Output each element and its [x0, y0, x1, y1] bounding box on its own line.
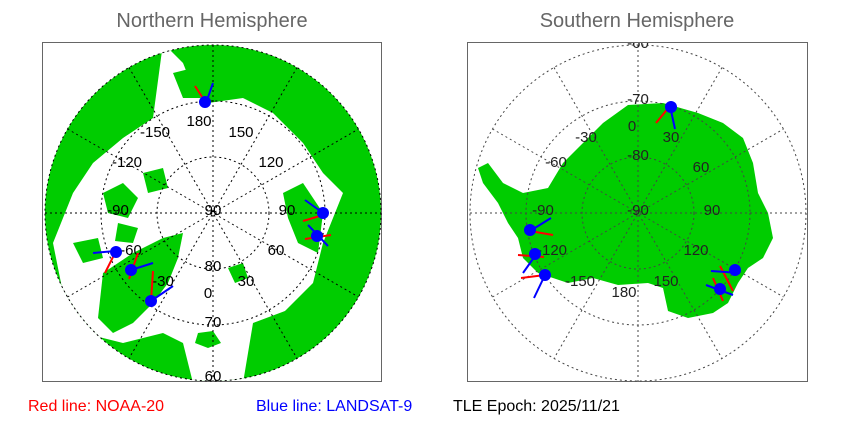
svg-text:60: 60 — [205, 368, 222, 383]
svg-text:90: 90 — [279, 202, 296, 219]
pass-marker — [517, 248, 545, 274]
svg-text:180: 180 — [611, 284, 636, 301]
svg-text:80: 80 — [205, 258, 222, 275]
svg-text:-150: -150 — [565, 273, 595, 290]
pass-marker — [125, 252, 154, 280]
south-map: -90 -80 -70 -60 0 30 60 90 120 150 180 -… — [469, 43, 807, 382]
svg-text:-120: -120 — [537, 242, 567, 259]
svg-text:-90: -90 — [107, 202, 129, 219]
svg-text:0: 0 — [628, 118, 636, 135]
north-map: 90 80 70 60 180 150 120 90 60 30 0 -30 -… — [44, 44, 382, 383]
pass-marker — [524, 217, 554, 236]
south-lat-labels: -90 -80 -70 -60 — [627, 43, 649, 219]
north-title: Northern Hemisphere — [116, 10, 308, 32]
svg-text:-120: -120 — [112, 154, 142, 171]
south-graticule — [469, 44, 807, 382]
svg-text:-70: -70 — [627, 91, 649, 108]
svg-text:-90: -90 — [627, 202, 649, 219]
svg-text:-150: -150 — [140, 124, 170, 141]
north-map-panel: 90 80 70 60 180 150 120 90 60 30 0 -30 -… — [42, 42, 382, 383]
tle-epoch: TLE Epoch: 2025/11/21 — [453, 398, 620, 415]
svg-text:150: 150 — [228, 124, 253, 141]
pass-marker — [92, 246, 122, 274]
svg-text:60: 60 — [268, 242, 285, 259]
svg-text:120: 120 — [683, 242, 708, 259]
svg-text:30: 30 — [238, 273, 255, 290]
pass-marker — [520, 269, 551, 299]
south-title: Southern Hemisphere — [539, 10, 735, 32]
pass-marker — [705, 277, 734, 302]
legend-red: Red line: NOAA-20 — [28, 398, 165, 415]
svg-text:90: 90 — [704, 202, 721, 219]
pass-marker — [304, 224, 332, 247]
svg-text:-90: -90 — [532, 202, 554, 219]
north-lat-labels: 90 80 70 60 — [205, 202, 222, 383]
south-passes — [517, 101, 741, 302]
north-passes — [92, 82, 332, 307]
svg-text:-60: -60 — [545, 154, 567, 171]
svg-text:70: 70 — [205, 314, 222, 331]
south-lon-labels: 0 30 60 90 120 150 180 -150 -120 -90 -60… — [532, 118, 720, 301]
svg-text:180: 180 — [186, 113, 211, 130]
svg-text:150: 150 — [653, 273, 678, 290]
svg-text:-60: -60 — [627, 43, 649, 52]
pass-marker — [710, 264, 741, 292]
svg-text:-30: -30 — [152, 273, 174, 290]
svg-text:-80: -80 — [627, 147, 649, 164]
pass-marker — [302, 199, 329, 222]
south-map-panel: -90 -80 -70 -60 0 30 60 90 120 150 180 -… — [467, 42, 808, 382]
svg-text:60: 60 — [693, 159, 710, 176]
south-land — [478, 103, 773, 318]
svg-text:0: 0 — [204, 285, 212, 302]
svg-text:-60: -60 — [120, 242, 142, 259]
svg-text:90: 90 — [205, 202, 222, 219]
pass-marker — [194, 82, 214, 108]
svg-text:30: 30 — [663, 129, 680, 146]
pass-marker — [145, 270, 174, 307]
svg-text:-30: -30 — [575, 129, 597, 146]
svg-text:120: 120 — [258, 154, 283, 171]
legend-blue: Blue line: LANDSAT-9 — [256, 398, 413, 415]
north-lon-labels: 180 150 120 90 60 30 0 -30 -60 -90 -120 … — [107, 113, 295, 302]
pass-marker — [655, 101, 677, 130]
